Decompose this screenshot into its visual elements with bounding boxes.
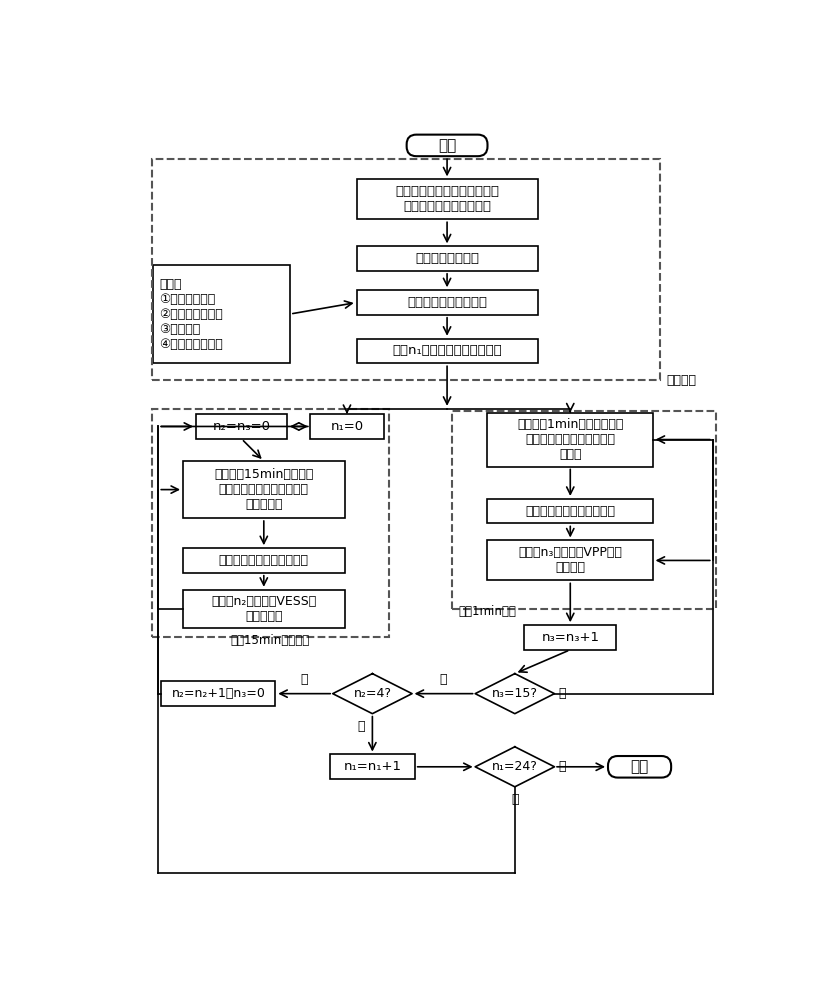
- FancyBboxPatch shape: [407, 135, 487, 156]
- Text: 目标：联络线功率偏差最小: 目标：联络线功率偏差最小: [525, 505, 615, 518]
- FancyBboxPatch shape: [487, 540, 653, 580]
- Text: 目标：联络线功率偏差最小: 目标：联络线功率偏差最小: [219, 554, 309, 567]
- FancyBboxPatch shape: [161, 681, 275, 706]
- FancyBboxPatch shape: [356, 290, 537, 315]
- FancyBboxPatch shape: [196, 414, 287, 439]
- Text: 更新日内15min间隔的负
荷、分布式电源、环境和室
内热源数据: 更新日内15min间隔的负 荷、分布式电源、环境和室 内热源数据: [214, 468, 314, 511]
- Text: n₃=15?: n₃=15?: [492, 687, 538, 700]
- FancyBboxPatch shape: [524, 625, 617, 650]
- FancyBboxPatch shape: [356, 179, 537, 219]
- Text: 否: 否: [559, 687, 566, 700]
- Text: n₂=4?: n₂=4?: [353, 687, 391, 700]
- Text: 是: 是: [357, 720, 364, 733]
- FancyBboxPatch shape: [183, 548, 345, 573]
- Text: 否: 否: [300, 673, 308, 686]
- FancyBboxPatch shape: [487, 413, 653, 466]
- Text: 输入负荷、分布式电源、环境
和室内热源日前预测数据: 输入负荷、分布式电源、环境 和室内热源日前预测数据: [395, 185, 499, 213]
- Text: n₁=n₁+1: n₁=n₁+1: [343, 760, 401, 773]
- Text: 日内15min时间调度: 日内15min时间调度: [230, 634, 310, 647]
- Text: 制定第n₂个时段的VESS日
内调度计划: 制定第n₂个时段的VESS日 内调度计划: [211, 595, 316, 623]
- Polygon shape: [475, 747, 554, 787]
- Text: 开始: 开始: [438, 138, 456, 153]
- Text: 是: 是: [440, 673, 447, 686]
- FancyBboxPatch shape: [330, 754, 414, 779]
- FancyBboxPatch shape: [183, 590, 345, 628]
- FancyBboxPatch shape: [608, 756, 671, 778]
- Text: 约束：
①功率平衡约束
②楼宇热平衡约束
③设备约束
④温度舒适度约束: 约束： ①功率平衡约束 ②楼宇热平衡约束 ③设备约束 ④温度舒适度约束: [159, 278, 223, 351]
- FancyBboxPatch shape: [310, 414, 383, 439]
- Text: 是: 是: [559, 760, 566, 773]
- Text: n₂=n₂+1；n₃=0: n₂=n₂+1；n₃=0: [171, 687, 265, 700]
- FancyBboxPatch shape: [487, 499, 653, 523]
- Text: n₁=24?: n₁=24?: [492, 760, 538, 773]
- Polygon shape: [475, 674, 554, 714]
- Text: 更新日内1min间隔的负荷、
分布式电源、环境和室内热
源数据: 更新日内1min间隔的负荷、 分布式电源、环境和室内热 源数据: [517, 418, 623, 461]
- Text: 目标：日运行成本最小: 目标：日运行成本最小: [407, 296, 487, 309]
- Polygon shape: [333, 674, 412, 714]
- Text: 日内1min调度: 日内1min调度: [459, 605, 517, 618]
- Text: 结束: 结束: [631, 759, 649, 774]
- FancyBboxPatch shape: [356, 246, 537, 271]
- FancyBboxPatch shape: [153, 265, 290, 363]
- Text: 日前调度: 日前调度: [667, 374, 696, 387]
- Text: 输入分时电价信息: 输入分时电价信息: [415, 252, 479, 265]
- Text: 制定n₁个时段的日前调度计划: 制定n₁个时段的日前调度计划: [392, 344, 502, 358]
- Text: 否: 否: [511, 793, 518, 806]
- FancyBboxPatch shape: [356, 339, 537, 363]
- FancyBboxPatch shape: [183, 461, 345, 518]
- Text: n₃=n₃+1: n₃=n₃+1: [541, 631, 600, 644]
- Text: n₁=0: n₁=0: [330, 420, 364, 433]
- Text: 制定第n₃个时段的VPP日内
调度计划: 制定第n₃个时段的VPP日内 调度计划: [518, 546, 622, 574]
- Text: n₂=n₃=0: n₂=n₃=0: [212, 420, 270, 433]
